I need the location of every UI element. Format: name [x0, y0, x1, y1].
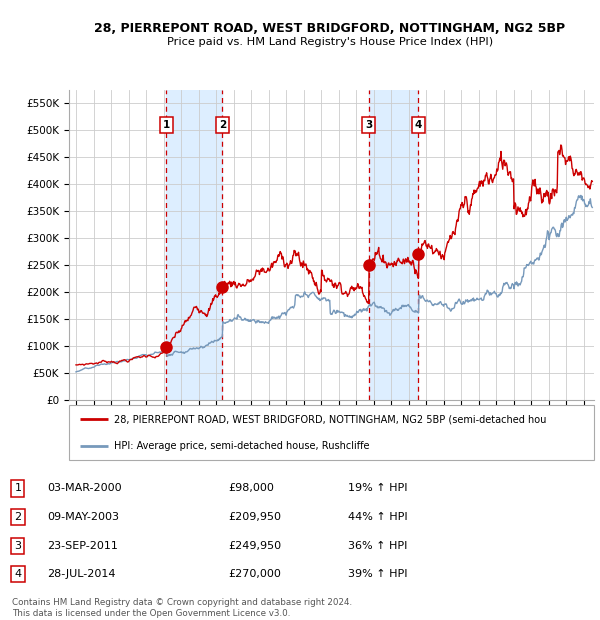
Text: 19% ↑ HPI: 19% ↑ HPI [347, 484, 407, 494]
Text: HPI: Average price, semi-detached house, Rushcliffe: HPI: Average price, semi-detached house,… [113, 441, 369, 451]
Text: 28-JUL-2014: 28-JUL-2014 [47, 569, 116, 579]
Text: 23-SEP-2011: 23-SEP-2011 [47, 541, 118, 551]
Text: Price paid vs. HM Land Registry's House Price Index (HPI): Price paid vs. HM Land Registry's House … [167, 37, 493, 47]
Text: £249,950: £249,950 [229, 541, 282, 551]
Text: 28, PIERREPONT ROAD, WEST BRIDGFORD, NOTTINGHAM, NG2 5BP: 28, PIERREPONT ROAD, WEST BRIDGFORD, NOT… [94, 22, 566, 35]
Text: 4: 4 [14, 569, 22, 579]
Text: 4: 4 [415, 120, 422, 130]
Text: 1: 1 [163, 120, 170, 130]
Text: Contains HM Land Registry data © Crown copyright and database right 2024.
This d: Contains HM Land Registry data © Crown c… [12, 598, 352, 618]
Text: 09-MAY-2003: 09-MAY-2003 [47, 512, 119, 522]
Text: £209,950: £209,950 [229, 512, 282, 522]
Bar [368, 90, 418, 400]
Text: 2: 2 [218, 120, 226, 130]
Text: 39% ↑ HPI: 39% ↑ HPI [347, 569, 407, 579]
Text: 2: 2 [14, 512, 22, 522]
Text: £270,000: £270,000 [229, 569, 281, 579]
Bar [166, 90, 222, 400]
Text: 28, PIERREPONT ROAD, WEST BRIDGFORD, NOTTINGHAM, NG2 5BP (semi-detached hou: 28, PIERREPONT ROAD, WEST BRIDGFORD, NOT… [113, 414, 546, 424]
Text: 3: 3 [14, 541, 22, 551]
Text: 36% ↑ HPI: 36% ↑ HPI [347, 541, 407, 551]
FancyBboxPatch shape [69, 405, 594, 460]
Text: £98,000: £98,000 [229, 484, 275, 494]
Text: 03-MAR-2000: 03-MAR-2000 [47, 484, 122, 494]
Text: 1: 1 [14, 484, 22, 494]
Text: 44% ↑ HPI: 44% ↑ HPI [347, 512, 407, 522]
Text: 3: 3 [365, 120, 372, 130]
